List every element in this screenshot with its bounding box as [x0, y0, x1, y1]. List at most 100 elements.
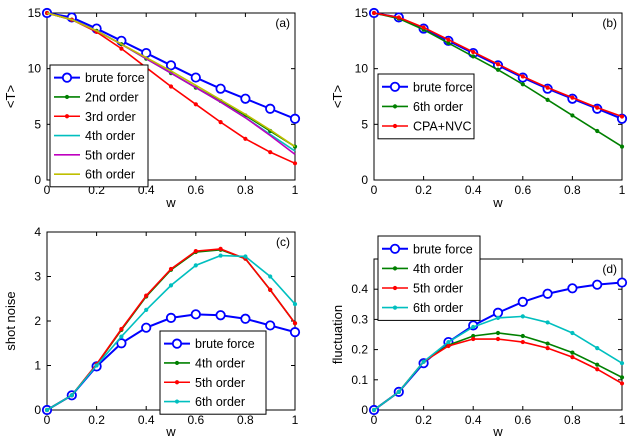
legend-label: 4th order [85, 129, 135, 143]
y-tick-label: 2 [34, 314, 41, 328]
legend-label: 6th order [413, 301, 463, 315]
x-tick-label: 0.6 [187, 413, 204, 427]
x-tick-label: 0.4 [465, 183, 482, 197]
y-tick-label: 0 [361, 173, 368, 187]
data-point [471, 336, 476, 342]
y-tick-label: 15 [355, 6, 369, 20]
data-point [240, 313, 251, 324]
y-tick-label: 10 [355, 62, 369, 76]
data-point [144, 293, 149, 298]
panel-label: (c) [276, 235, 290, 249]
data-point [265, 103, 276, 114]
x-tick-label: 0.2 [415, 183, 432, 197]
data-point [619, 381, 625, 386]
legend-label: 5th order [413, 282, 463, 296]
data-point [595, 128, 600, 134]
y-tick-label: 1 [34, 359, 41, 373]
data-point [446, 339, 451, 345]
legend-item: brute force [382, 80, 473, 94]
y-tick-label: 3 [34, 270, 41, 284]
legend-marker [174, 380, 180, 385]
x-tick-label: 0 [371, 413, 378, 427]
data-point [542, 288, 553, 299]
legend: brute force 4th order 5th order 6th order [377, 235, 481, 321]
y-axis-label: shot noise [3, 291, 18, 350]
x-tick-label: 0 [44, 183, 51, 197]
data-point [619, 144, 625, 149]
legend-marker [64, 114, 70, 119]
legend: brute force 4th order 5th order 6th order [159, 330, 267, 415]
x-tick-label: 0.8 [564, 183, 581, 197]
x-tick-label: 0.2 [415, 413, 432, 427]
data-point [619, 114, 625, 119]
x-tick-label: 0.2 [88, 413, 105, 427]
legend-marker [64, 94, 70, 100]
legend-label: 4th order [195, 356, 245, 370]
legend-marker [392, 285, 398, 291]
data-point [218, 253, 223, 258]
legend-item: 6th order [54, 168, 135, 182]
legend-item: 4th order [382, 262, 463, 276]
data-point [268, 150, 273, 155]
legend-label: 2nd order [85, 90, 139, 104]
data-point [545, 320, 550, 325]
data-point [193, 249, 198, 254]
data-point [190, 72, 201, 83]
legend-item: 3rd order [54, 110, 136, 124]
data-point [595, 362, 600, 367]
x-axis-label: w [492, 195, 503, 210]
data-point [218, 246, 223, 252]
data-point [289, 327, 301, 338]
data-point [396, 15, 401, 20]
data-point [592, 279, 603, 290]
data-point [69, 393, 74, 398]
data-point [495, 67, 501, 72]
y-tick-label: 5 [361, 117, 368, 131]
data-point [446, 343, 451, 349]
legend-item: 5th order [382, 282, 463, 296]
data-point [446, 40, 451, 46]
data-point [495, 330, 501, 336]
data-point [517, 296, 528, 307]
y-tick-label: 0.4 [351, 282, 368, 296]
data-point [619, 375, 625, 380]
legend-label: 4th order [413, 262, 463, 276]
y-tick-label: 0 [34, 403, 41, 417]
data-point [268, 274, 273, 279]
data-point [240, 93, 251, 104]
panel-label: (d) [602, 262, 617, 276]
x-tick-label: 0 [44, 413, 51, 427]
y-tick-label: 0 [34, 173, 41, 187]
legend-marker [174, 399, 180, 404]
legend-item: 6th order [164, 395, 245, 409]
x-tick-label: 0.8 [237, 183, 254, 197]
data-point [545, 345, 550, 351]
series-line [46, 12, 296, 148]
legend-item: 6th order [382, 301, 463, 315]
y-tick-label: 10 [28, 62, 42, 76]
y-tick-label: 0.2 [351, 343, 368, 357]
x-tick-label: 0.8 [237, 413, 254, 427]
x-axis-label: w [492, 424, 503, 439]
data-point [193, 263, 198, 268]
y-axis-label: <T> [330, 85, 345, 108]
x-tick-label: 0.6 [187, 183, 204, 197]
series-6th-order [44, 253, 298, 413]
legend-item: brute force [164, 337, 255, 351]
legend-marker [174, 360, 180, 366]
data-point [119, 46, 124, 51]
data-point [446, 37, 451, 42]
data-point [495, 315, 501, 320]
data-point [371, 407, 377, 413]
panel-label: (b) [602, 16, 617, 30]
data-point [471, 54, 476, 59]
data-point [595, 105, 600, 110]
legend-item: brute force [54, 71, 145, 85]
data-point [570, 95, 575, 100]
data-point [421, 359, 426, 364]
y-tick-label: 0.3 [351, 312, 368, 326]
legend-label: 5th order [195, 376, 245, 390]
